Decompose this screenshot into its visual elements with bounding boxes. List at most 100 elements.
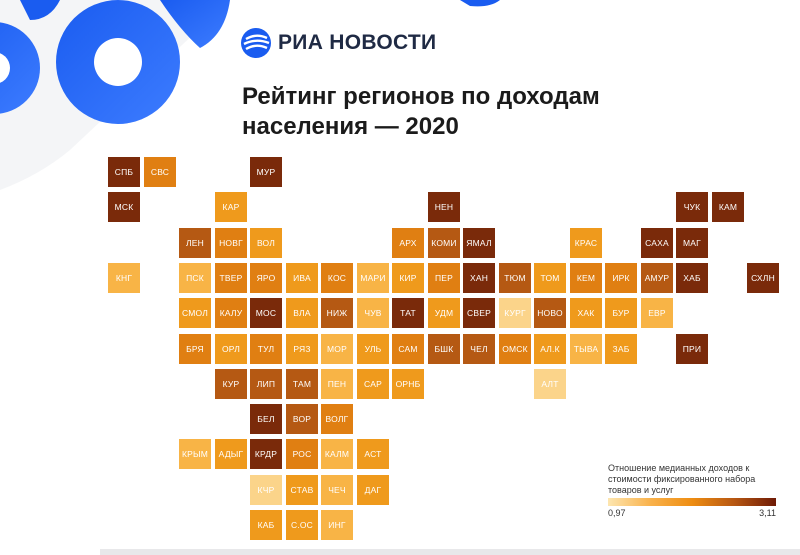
region-tile: АРХ (392, 228, 424, 258)
region-tile: МОС (250, 298, 282, 328)
region-tile: МОР (321, 334, 353, 364)
region-tile: ИРК (605, 263, 637, 293)
legend-caption-line: Отношение медианных доходов к (608, 463, 750, 473)
region-tile: БУР (605, 298, 637, 328)
region-tile: МАГ (676, 228, 708, 258)
region-tile: ТАМ (286, 369, 318, 399)
region-tile: ТЫВА (570, 334, 602, 364)
legend-caption-line: стоимости фиксированного набора (608, 474, 756, 484)
region-tile: КАЛМ (321, 439, 353, 469)
region-tile: КРЫМ (179, 439, 211, 469)
region-tile: ВОЛ (250, 228, 282, 258)
region-tile: УЛЬ (357, 334, 389, 364)
region-tile: САХА (641, 228, 673, 258)
region-tile: НИЖ (321, 298, 353, 328)
region-tile: СВС (144, 157, 176, 187)
region-tile: ТВЕР (215, 263, 247, 293)
region-tile: МСК (108, 192, 140, 222)
region-tile: ЛЕН (179, 228, 211, 258)
ria-globe-icon (241, 28, 271, 58)
region-tile: КАМ (712, 192, 744, 222)
region-tile: ВЛА (286, 298, 318, 328)
legend-caption: Отношение медианных доходов к стоимости … (608, 463, 776, 496)
legend-min-label: 0,97 (608, 508, 626, 518)
legend-caption-line: товаров и услуг (608, 485, 674, 495)
region-tile: БЕЛ (250, 404, 282, 434)
region-tile: САР (357, 369, 389, 399)
region-tile: ОМСК (499, 334, 531, 364)
region-tile: АМУР (641, 263, 673, 293)
page-title: Рейтинг регионов по доходам населения — … (242, 82, 762, 142)
region-tile: ЯМАЛ (463, 228, 495, 258)
region-tile: СПБ (108, 157, 140, 187)
region-tile: БРЯ (179, 334, 211, 364)
region-tile: ЗАБ (605, 334, 637, 364)
region-tile: КУР (215, 369, 247, 399)
region-tile: ИВА (286, 263, 318, 293)
region-tile: КУРГ (499, 298, 531, 328)
region-tile: НЕН (428, 192, 460, 222)
region-tile: ЧУК (676, 192, 708, 222)
region-tile: НОВО (534, 298, 566, 328)
region-tile: ТАТ (392, 298, 424, 328)
region-tile: МАРИ (357, 263, 389, 293)
region-tile: БШК (428, 334, 460, 364)
region-tile: ДАГ (357, 475, 389, 505)
brand-logo: РИА НОВОСТИ (240, 27, 436, 59)
region-tile: ТУЛ (250, 334, 282, 364)
region-tile: ЛИП (250, 369, 282, 399)
decorative-blue-shapes (0, 0, 500, 190)
region-tile: КАР (215, 192, 247, 222)
region-tile: УДМ (428, 298, 460, 328)
brand-name: РИА НОВОСТИ (278, 31, 437, 54)
legend-ticks: 0,97 3,11 (608, 508, 776, 520)
region-tile: ХАН (463, 263, 495, 293)
region-tile: КНГ (108, 263, 140, 293)
region-tile: КОМИ (428, 228, 460, 258)
region-tile: АДЫГ (215, 439, 247, 469)
region-tile: КИР (392, 263, 424, 293)
region-tile: СМОЛ (179, 298, 211, 328)
region-tile: МУР (250, 157, 282, 187)
region-tile: С.ОС (286, 510, 318, 540)
region-tile: ПЕР (428, 263, 460, 293)
region-tile: КОС (321, 263, 353, 293)
region-tile: ПСК (179, 263, 211, 293)
region-tile: ЧЕЛ (463, 334, 495, 364)
region-tile: СТАВ (286, 475, 318, 505)
region-tile: ХАК (570, 298, 602, 328)
region-tile: КАБ (250, 510, 282, 540)
region-tile: АЛТ (534, 369, 566, 399)
region-tile: ЕВР (641, 298, 673, 328)
region-tile: ОРНБ (392, 369, 424, 399)
legend-max-label: 3,11 (759, 508, 776, 518)
region-tile: КАЛУ (215, 298, 247, 328)
region-tile: ВОЛГ (321, 404, 353, 434)
region-tile: СВЕР (463, 298, 495, 328)
region-tile: РОС (286, 439, 318, 469)
region-tile: КЧР (250, 475, 282, 505)
region-tile: ТЮМ (499, 263, 531, 293)
region-tile: РЯЗ (286, 334, 318, 364)
region-tile: ВОР (286, 404, 318, 434)
legend-gradient-bar (608, 498, 776, 506)
region-tile: КЕМ (570, 263, 602, 293)
region-tile: ОРЛ (215, 334, 247, 364)
bottom-divider (100, 549, 800, 555)
color-legend: Отношение медианных доходов к стоимости … (608, 463, 776, 520)
region-tile: СХЛН (747, 263, 779, 293)
region-tile: ПРИ (676, 334, 708, 364)
region-tile: ПЕН (321, 369, 353, 399)
title-line-2: населения — 2020 (242, 113, 459, 140)
region-tile: ТОМ (534, 263, 566, 293)
region-tile: ХАБ (676, 263, 708, 293)
region-tile: САМ (392, 334, 424, 364)
title-line-1: Рейтинг регионов по доходам (242, 83, 600, 110)
region-tile: АЛ.К (534, 334, 566, 364)
region-tile: КРАС (570, 228, 602, 258)
region-tile: КРДР (250, 439, 282, 469)
region-tile: ЯРО (250, 263, 282, 293)
region-tile: ЧЕЧ (321, 475, 353, 505)
